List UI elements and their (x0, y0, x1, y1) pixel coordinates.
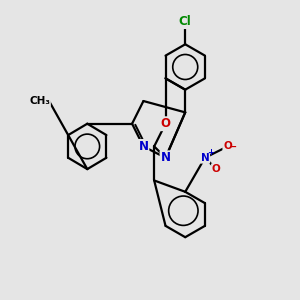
Text: O: O (223, 141, 232, 152)
Text: N: N (201, 153, 209, 163)
Text: −: − (229, 141, 237, 152)
Text: N: N (160, 151, 170, 164)
Text: O: O (160, 117, 170, 130)
Text: CH₃: CH₃ (29, 96, 50, 106)
Text: Cl: Cl (179, 15, 192, 28)
Text: O: O (212, 164, 221, 174)
Text: +: + (207, 148, 214, 157)
Text: N: N (138, 140, 148, 153)
